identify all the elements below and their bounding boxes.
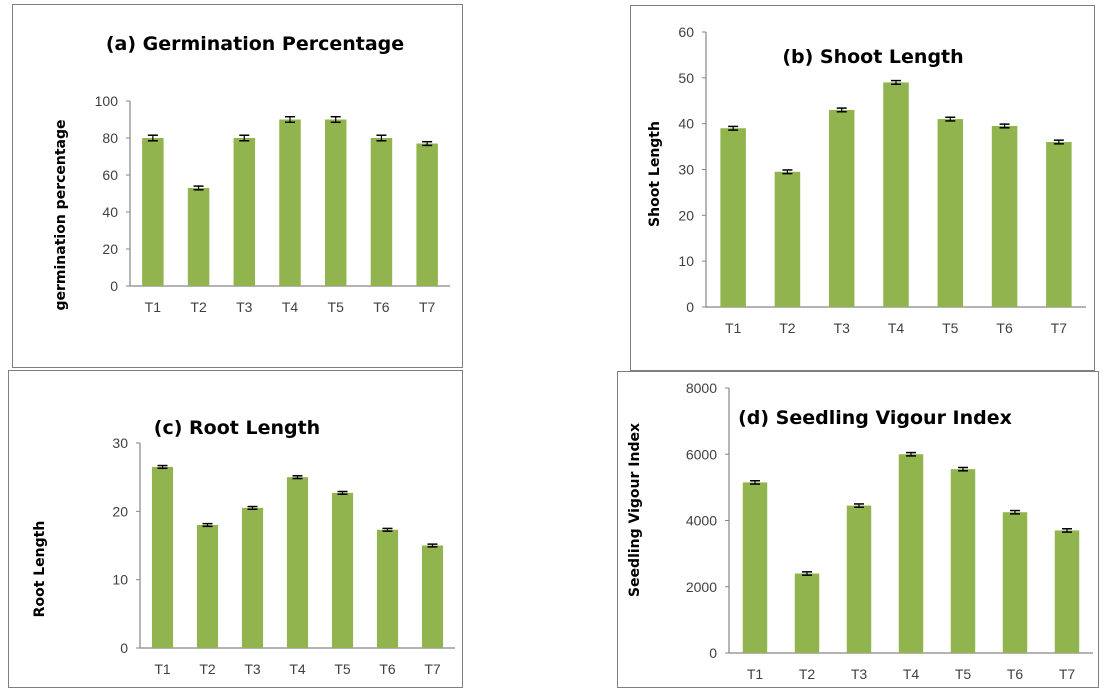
bar-a-t5 — [324, 119, 347, 286]
y-tick-label-a: 60 — [102, 167, 118, 183]
bar-d-t6 — [1002, 512, 1028, 653]
x-tick-label-a-t5: T5 — [328, 299, 345, 315]
chart-panel-c: (c) Root Length Root Length 0 10 20 30 T1 T2 T3 T… — [8, 370, 463, 688]
y-tick-label-c: 20 — [112, 503, 128, 519]
x-tick-label-c-t2: T2 — [199, 661, 216, 677]
y-axis-label-c: Root Length — [32, 521, 48, 618]
x-tick-label-b-t5: T5 — [942, 320, 959, 336]
y-tick-label-d: 0 — [709, 645, 717, 661]
x-tick-label-d-t4: T4 — [903, 666, 920, 682]
x-tick-label-d-t5: T5 — [955, 666, 972, 682]
bar-c-t5 — [331, 492, 354, 648]
y-tick-label-a: 20 — [102, 241, 118, 257]
bar-b-t2 — [774, 171, 801, 307]
x-tick-label-a-t3: T3 — [236, 299, 253, 315]
y-tick-label-a: 100 — [95, 93, 119, 109]
chart-c: (c) Root Length Root Length 0 10 20 30 T1 T2 T3 T… — [32, 417, 455, 677]
y-tick-label-d: 4000 — [686, 513, 717, 529]
bar-d-t5 — [950, 469, 976, 653]
bar-b-t1 — [720, 128, 746, 307]
bar-b-t3 — [828, 109, 855, 308]
x-tick-label-d-t7: T7 — [1059, 666, 1076, 682]
x-tick-label-a-t7: T7 — [419, 299, 436, 315]
chart-panel-b: (b) Shoot Length Shoot Length 0 10 20 30 40 50 6… — [630, 5, 1095, 371]
y-tick-label-b: 50 — [678, 70, 694, 86]
x-tick-label-c-t4: T4 — [289, 661, 306, 677]
bar-d-t7 — [1054, 530, 1080, 653]
x-tick-label-d-t3: T3 — [851, 666, 868, 682]
y-tick-label-b: 0 — [686, 299, 694, 315]
bar-a-t6 — [370, 138, 393, 286]
bar-c-t3 — [241, 507, 264, 648]
bar-d-t3 — [846, 505, 872, 653]
bar-b-t4 — [883, 82, 909, 308]
y-tick-label-b: 60 — [678, 24, 694, 40]
bar-c-t6 — [376, 529, 399, 648]
x-tick-label-c-t3: T3 — [244, 661, 261, 677]
x-tick-label-a-t2: T2 — [190, 299, 207, 315]
bar-c-t7 — [421, 545, 444, 648]
bar-a-t7 — [416, 143, 438, 286]
chart-title-c: (c) Root Length — [154, 417, 320, 439]
x-tick-label-d-t6: T6 — [1007, 666, 1024, 682]
y-axis-label-b: Shoot Length — [647, 121, 663, 227]
chart-d: (d) Seedling Vigour Index Seedling Vigour… — [627, 380, 1093, 682]
y-tick-label-b: 20 — [678, 207, 694, 223]
bar-d-t4 — [898, 454, 924, 653]
bar-c-t1 — [151, 466, 174, 648]
bar-d-t2 — [794, 573, 820, 653]
bar-a-t4 — [279, 119, 301, 286]
bar-c-t2 — [196, 525, 219, 648]
y-tick-label-b: 30 — [678, 162, 694, 178]
x-tick-label-d-t2: T2 — [799, 666, 816, 682]
y-tick-label-c: 30 — [112, 435, 128, 451]
x-tick-label-b-t2: T2 — [779, 320, 796, 336]
y-axis-label-a: germination percentage — [53, 119, 69, 310]
x-tick-label-c-t5: T5 — [334, 661, 351, 677]
x-tick-label-b-t1: T1 — [725, 320, 742, 336]
y-tick-label-a: 0 — [110, 278, 118, 294]
x-tick-label-c-t1: T1 — [154, 661, 171, 677]
bar-a-t2 — [187, 187, 210, 286]
bar-a-t1 — [142, 138, 164, 286]
chart-b: (b) Shoot Length Shoot Length 0 10 20 30 40 50 6… — [647, 24, 1086, 336]
x-tick-label-b-t7: T7 — [1051, 320, 1068, 336]
y-tick-label-a: 40 — [102, 204, 118, 220]
bar-b-t5 — [937, 119, 964, 307]
x-tick-label-b-t4: T4 — [888, 320, 905, 336]
y-axis-label-d: Seedling Vigour Index — [627, 423, 643, 597]
bar-b-t7 — [1046, 142, 1072, 307]
bar-a-t3 — [233, 138, 256, 286]
y-tick-label-c: 10 — [112, 572, 128, 588]
x-tick-label-d-t1: T1 — [747, 666, 764, 682]
y-tick-label-c: 0 — [120, 640, 128, 656]
chart-a: (a) Germination Percentage germination pe… — [53, 33, 450, 315]
x-tick-label-c-t6: T6 — [379, 661, 396, 677]
bar-d-t1 — [742, 482, 768, 653]
x-tick-label-b-t3: T3 — [834, 320, 851, 336]
x-tick-label-c-t7: T7 — [424, 661, 441, 677]
bar-c-t4 — [286, 477, 309, 648]
chart-title-b: (b) Shoot Length — [782, 46, 963, 68]
x-tick-label-a-t4: T4 — [282, 299, 299, 315]
chart-title-d: (d) Seedling Vigour Index — [738, 407, 1012, 429]
x-tick-label-a-t1: T1 — [145, 299, 162, 315]
chart-panel-a: (a) Germination Percentage germination pe… — [12, 4, 463, 368]
y-tick-label-b: 10 — [678, 253, 694, 269]
y-tick-label-d: 6000 — [686, 446, 717, 462]
y-tick-label-d: 2000 — [686, 579, 717, 595]
y-tick-label-a: 80 — [102, 130, 118, 146]
chart-panel-d: (d) Seedling Vigour Index Seedling Vigour… — [617, 371, 1099, 688]
y-tick-label-d: 8000 — [686, 380, 717, 396]
chart-title-a: (a) Germination Percentage — [106, 33, 404, 55]
y-tick-label-b: 40 — [678, 116, 694, 132]
x-tick-label-b-t6: T6 — [996, 320, 1013, 336]
bar-b-t6 — [991, 125, 1018, 307]
x-tick-label-a-t6: T6 — [373, 299, 390, 315]
